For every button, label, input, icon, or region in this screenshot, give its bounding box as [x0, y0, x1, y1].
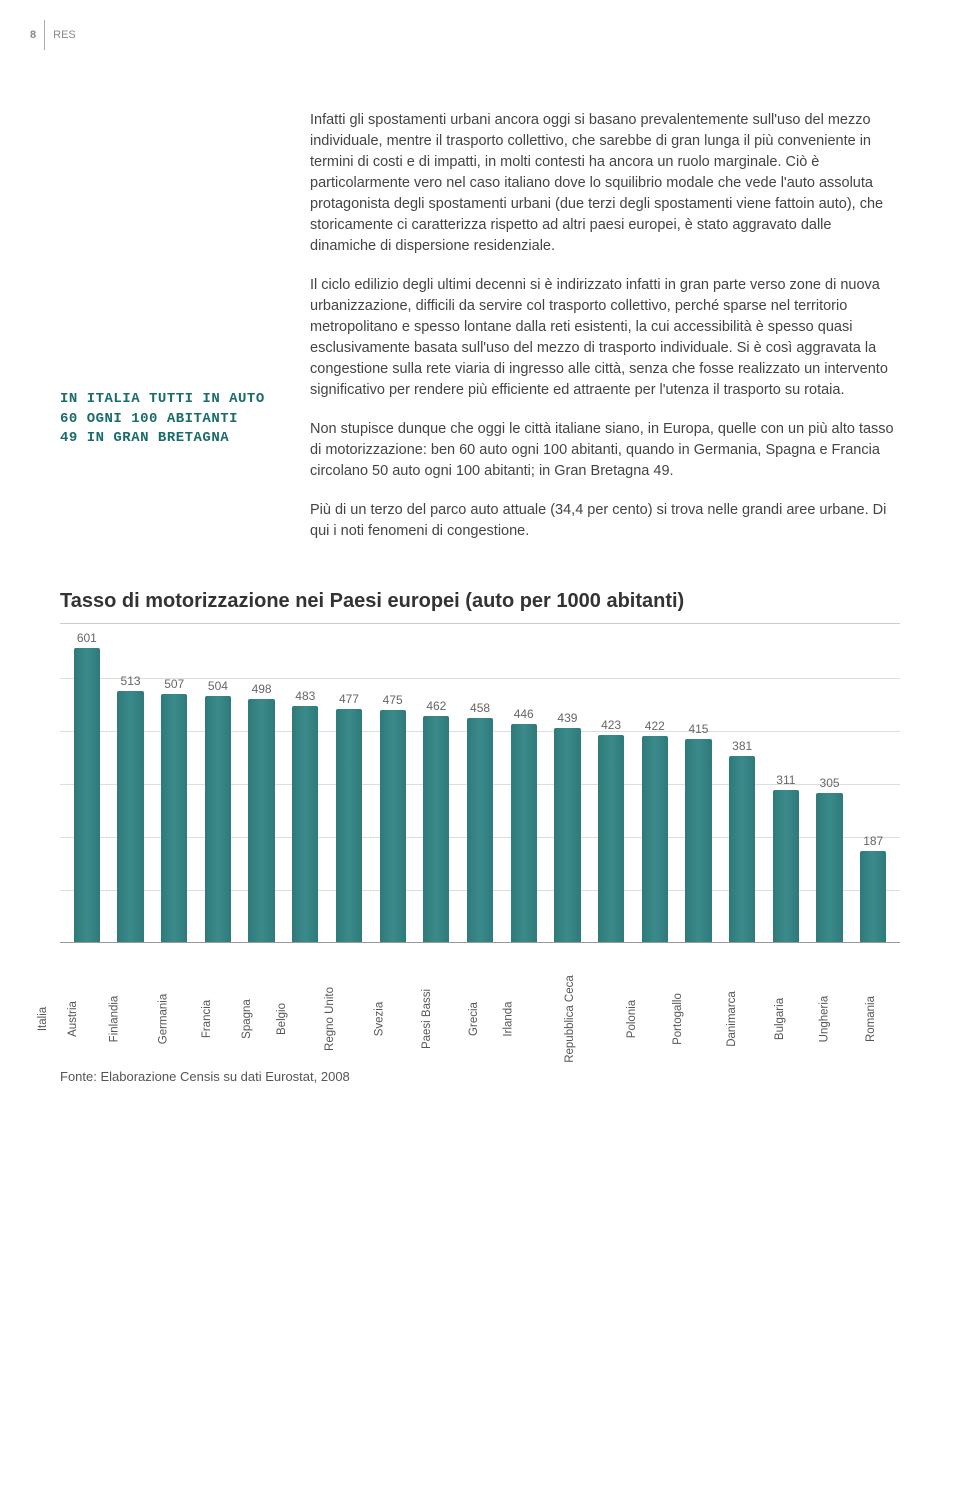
bar-column: 187: [851, 624, 895, 942]
bar: [511, 724, 537, 942]
bar: [685, 739, 711, 942]
bar: [117, 691, 143, 942]
x-axis-labels: ItaliaAustriaFinlandiaGermaniaFranciaSpa…: [60, 943, 900, 1029]
bar-value-label: 513: [121, 674, 141, 688]
chart-section: Tasso di motorizzazione nei Paesi europe…: [0, 590, 960, 1059]
bar-value-label: 439: [557, 711, 577, 725]
bar-column: 381: [720, 624, 764, 942]
bar: [816, 793, 842, 942]
bar-column: 446: [502, 624, 546, 942]
bar-value-label: 381: [732, 739, 752, 753]
bar: [292, 706, 318, 942]
x-axis-label: Romania: [865, 996, 945, 1042]
section-label: RES: [53, 29, 76, 41]
bar: [336, 709, 362, 942]
bar-value-label: 187: [863, 834, 883, 848]
bar-value-label: 458: [470, 701, 490, 715]
chart-area: 601 513 507 504 498 483 477 475 462 458 446 439 423 4…: [60, 623, 900, 943]
sidebar: IN ITALIA TUTTI IN AUTO 60 OGNI 100 ABIT…: [60, 110, 310, 560]
bar: [598, 735, 624, 942]
chart-title: Tasso di motorizzazione nei Paesi europe…: [60, 590, 900, 613]
bar-column: 311: [764, 624, 808, 942]
content-row: IN ITALIA TUTTI IN AUTO 60 OGNI 100 ABIT…: [0, 50, 960, 590]
bar-value-label: 483: [295, 689, 315, 703]
bar-value-label: 498: [252, 682, 272, 696]
paragraph: Più di un terzo del parco auto attuale (…: [310, 500, 900, 542]
bar-column: 483: [283, 624, 327, 942]
bar-column: 423: [589, 624, 633, 942]
source-note: Fonte: Elaborazione Censis su dati Euros…: [0, 1059, 960, 1114]
paragraph: Infatti gli spostamenti urbani ancora og…: [310, 110, 900, 257]
bar-value-label: 504: [208, 679, 228, 693]
bar-column: 415: [677, 624, 721, 942]
bar-column: 504: [196, 624, 240, 942]
bar-column: 601: [65, 624, 109, 942]
bar: [205, 696, 231, 943]
header-divider: [44, 20, 45, 50]
bar-value-label: 305: [820, 776, 840, 790]
bar-column: 462: [415, 624, 459, 942]
bar-column: 507: [152, 624, 196, 942]
bars-container: 601 513 507 504 498 483 477 475 462 458 446 439 423 4…: [60, 624, 900, 943]
bar-column: 458: [458, 624, 502, 942]
bar-column: 439: [546, 624, 590, 942]
bar-value-label: 462: [426, 699, 446, 713]
bar: [554, 728, 580, 943]
callout-line: IN ITALIA TUTTI IN AUTO: [60, 390, 290, 410]
bar-value-label: 422: [645, 719, 665, 733]
bar: [423, 716, 449, 942]
bar-column: 477: [327, 624, 371, 942]
bar: [642, 736, 668, 942]
callout-line: 49 IN GRAN BRETAGNA: [60, 429, 290, 449]
page-header: 8 RES: [0, 0, 960, 50]
bar-column: 475: [371, 624, 415, 942]
bar-value-label: 415: [688, 722, 708, 736]
bar: [74, 648, 100, 942]
bar: [161, 694, 187, 942]
bar-column: 513: [109, 624, 153, 942]
bar-column: 498: [240, 624, 284, 942]
bar-value-label: 507: [164, 677, 184, 691]
bar-value-label: 423: [601, 718, 621, 732]
paragraph: Il ciclo edilizio degli ultimi decenni s…: [310, 275, 900, 401]
bar-column: 422: [633, 624, 677, 942]
bar-value-label: 446: [514, 707, 534, 721]
bar: [467, 718, 493, 942]
main-text: Infatti gli spostamenti urbani ancora og…: [310, 110, 900, 560]
callout-line: 60 OGNI 100 ABITANTI: [60, 410, 290, 430]
paragraph: Non stupisce dunque che oggi le città it…: [310, 419, 900, 482]
bar-column: 305: [808, 624, 852, 942]
callout-box: IN ITALIA TUTTI IN AUTO 60 OGNI 100 ABIT…: [60, 390, 290, 449]
bar: [860, 851, 886, 942]
bar-value-label: 477: [339, 692, 359, 706]
bar-value-label: 311: [776, 773, 795, 787]
bar: [380, 710, 406, 942]
bar: [248, 699, 274, 943]
bar-value-label: 475: [383, 693, 403, 707]
bar-value-label: 601: [77, 631, 97, 645]
bar: [729, 756, 755, 942]
page-number: 8: [30, 29, 36, 41]
bar: [773, 790, 799, 942]
